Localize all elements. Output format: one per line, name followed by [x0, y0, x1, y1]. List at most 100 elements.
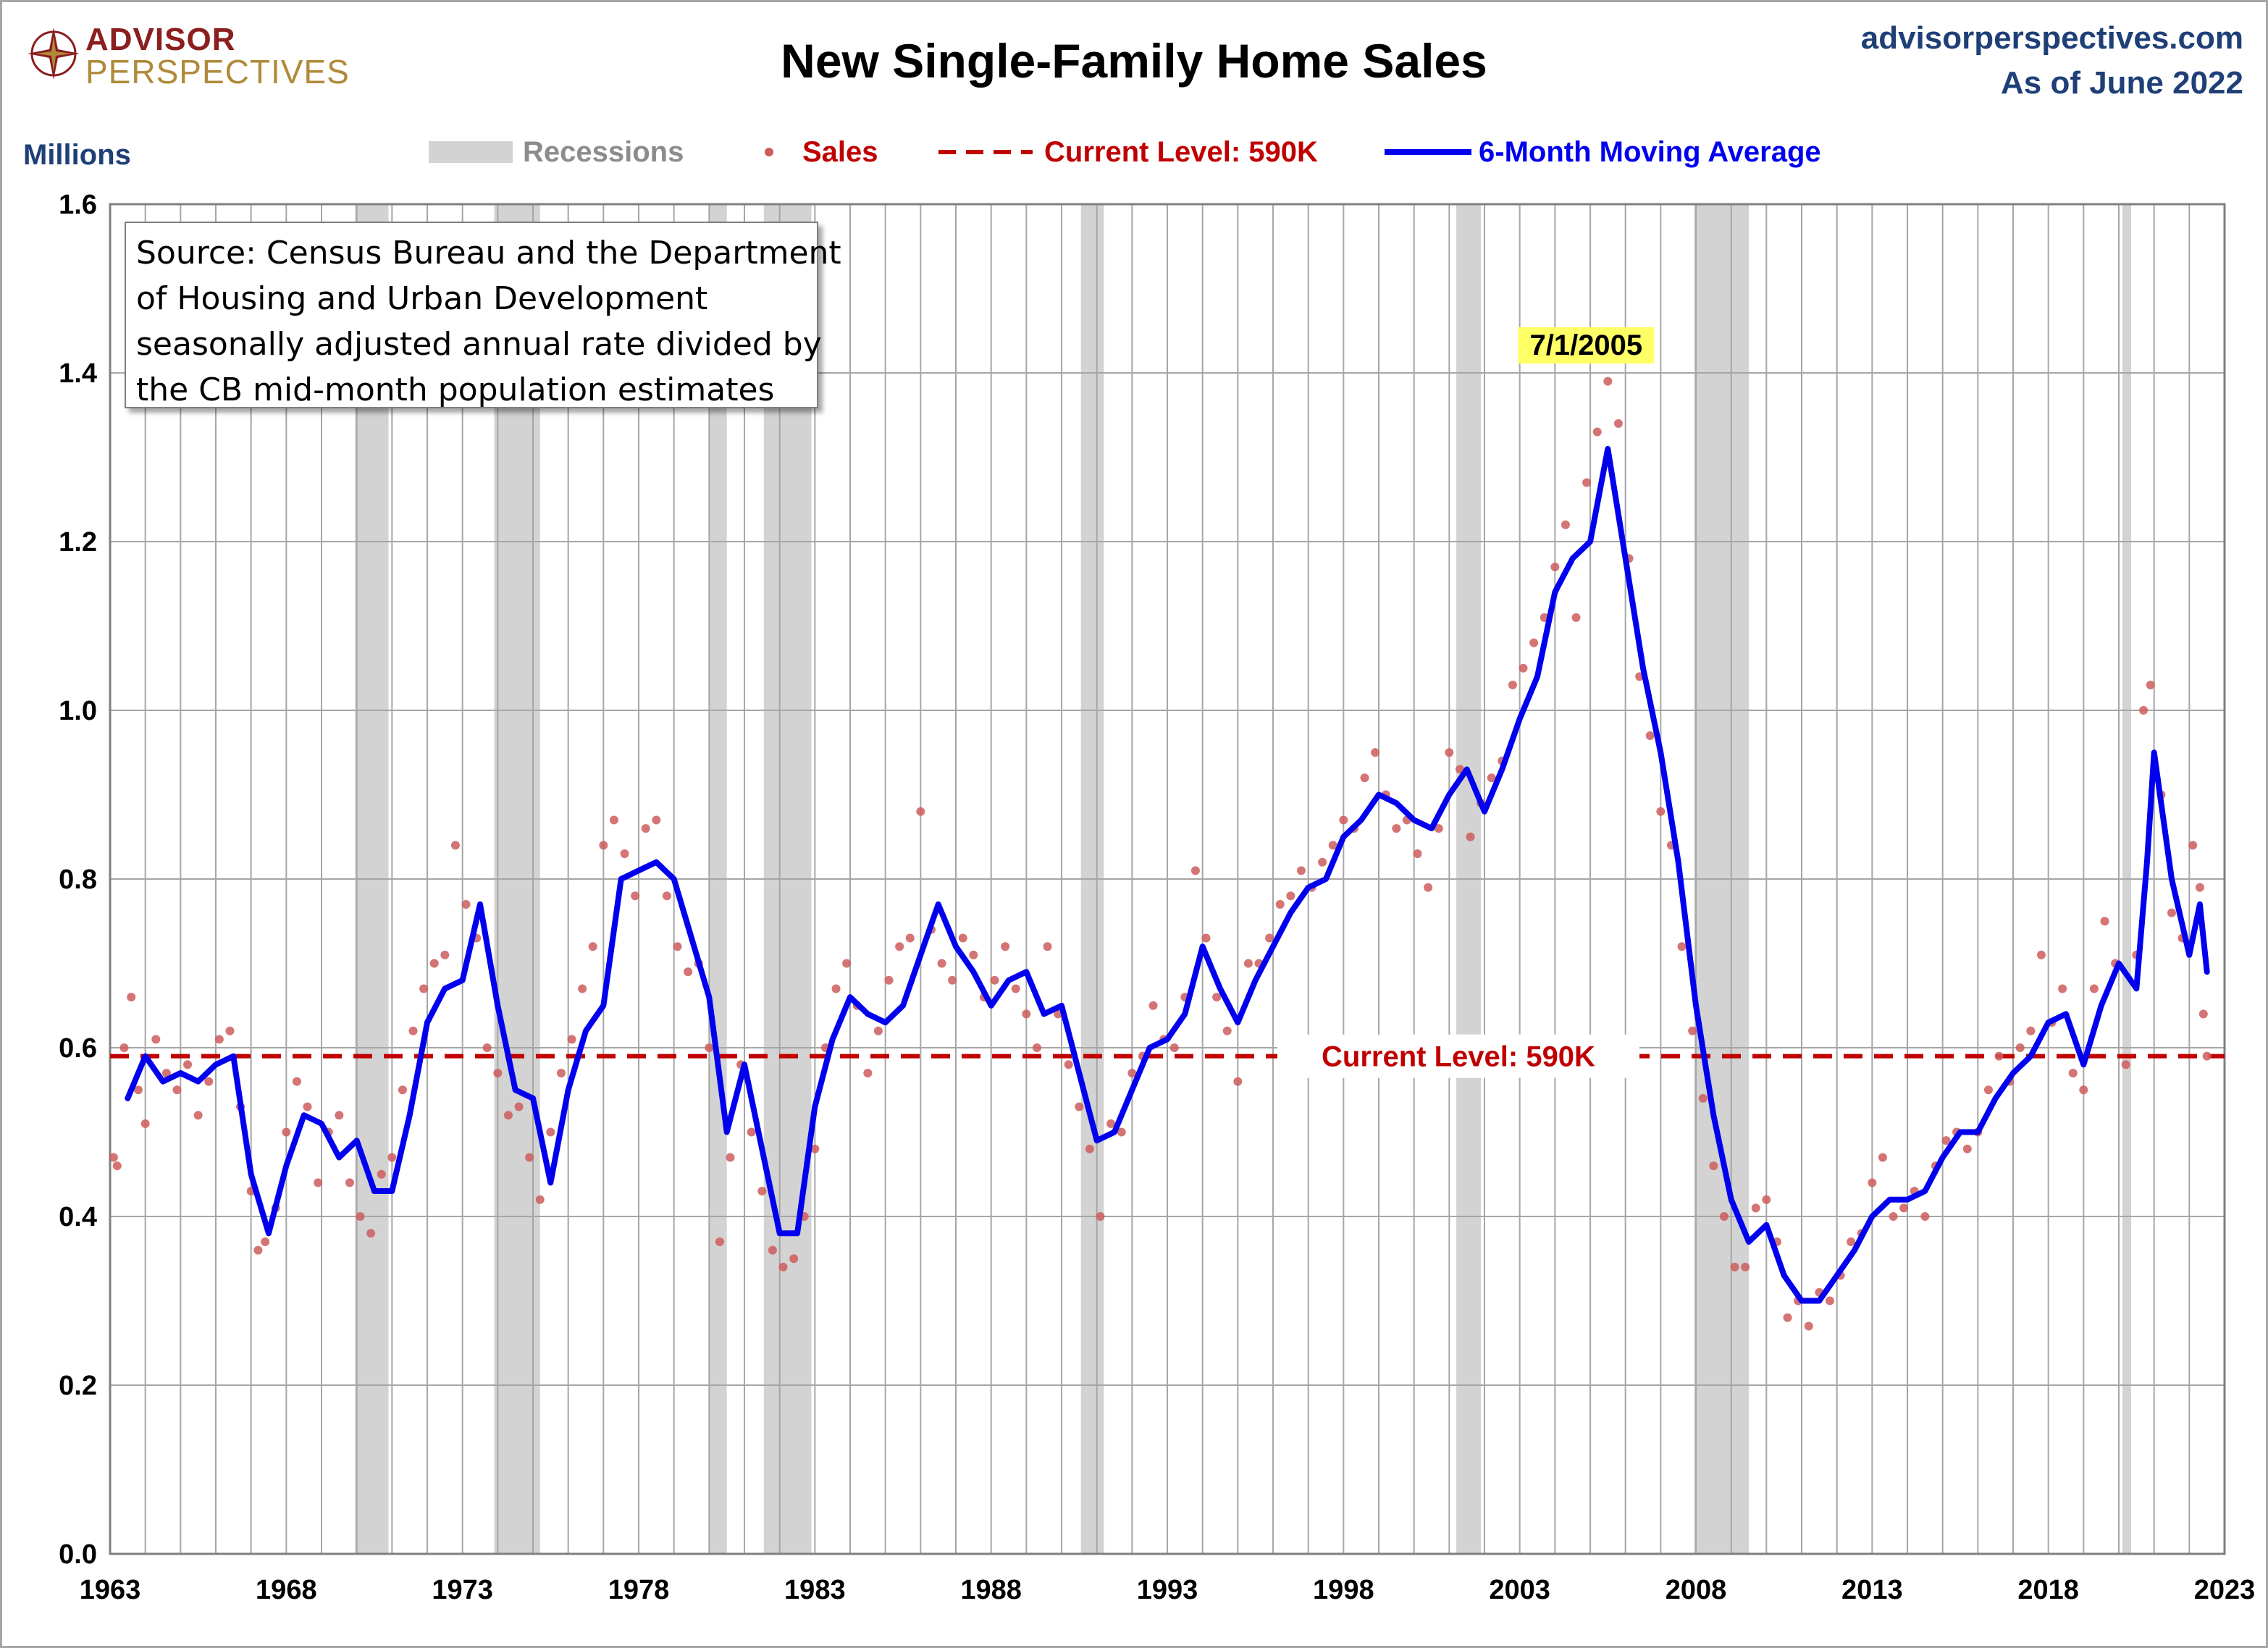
sales-point	[884, 975, 894, 985]
sales-point	[684, 967, 693, 977]
y-tick-label: 1.4	[59, 358, 97, 389]
sales-point	[1275, 899, 1285, 909]
sales-point	[863, 1068, 873, 1077]
sales-point	[641, 824, 650, 833]
source-line-4: the CB mid-month population estimates	[136, 371, 775, 408]
sales-point	[440, 950, 450, 959]
sales-point	[429, 959, 439, 968]
sales-point	[172, 1085, 182, 1095]
logo-word-perspectives: PERSPECTIVES	[85, 53, 350, 91]
sales-point	[631, 891, 640, 901]
sales-point	[1962, 1144, 1972, 1153]
sales-point	[937, 959, 946, 968]
sales-point	[1719, 1212, 1729, 1221]
x-tick-label: 2008	[1666, 1575, 1727, 1605]
sales-point	[1994, 1051, 2004, 1061]
sales-point	[1106, 1119, 1116, 1128]
sales-point	[1434, 824, 1443, 833]
sales-point	[2100, 917, 2109, 926]
sales-point	[2121, 1060, 2130, 1069]
x-tick-label: 1983	[784, 1575, 846, 1605]
sales-point	[2058, 984, 2067, 993]
sales-point	[705, 1043, 714, 1052]
sales-point	[1878, 1153, 1887, 1162]
sales-point	[895, 942, 904, 951]
sales-point	[1688, 1026, 1697, 1035]
dashed-line-icon	[938, 150, 1033, 154]
sales-point	[387, 1153, 397, 1162]
sales-point	[1603, 377, 1613, 386]
sales-point	[1592, 427, 1602, 437]
sales-point	[1296, 866, 1306, 875]
legend-item-current-level: Current Level: 590K	[938, 130, 1318, 174]
peak-label-bg	[1518, 327, 1655, 363]
sales-point	[214, 1035, 224, 1044]
sales-point	[662, 891, 671, 901]
sales-point	[842, 959, 852, 968]
sales-point	[133, 1085, 143, 1095]
sales-point	[1064, 1060, 1073, 1069]
sales-point	[1741, 1262, 1750, 1271]
sales-point	[652, 815, 661, 825]
sales-point	[789, 1254, 799, 1264]
sales-point	[408, 1026, 418, 1035]
sales-point	[1212, 993, 1222, 1002]
sales-point	[1868, 1178, 1877, 1187]
sales-point	[873, 1026, 883, 1035]
sales-point	[161, 1068, 171, 1077]
sales-point	[119, 1043, 129, 1052]
sales-point	[958, 933, 967, 943]
sales-point	[335, 1111, 344, 1120]
legend-label-moving-average: 6-Month Moving Average	[1479, 135, 1821, 168]
sales-point	[673, 942, 682, 951]
x-tick-label: 1963	[80, 1575, 141, 1605]
legend-item-recessions: Recessions	[429, 130, 684, 174]
y-tick-label: 1.6	[59, 190, 97, 220]
sales-point	[2167, 908, 2176, 917]
sales-point	[493, 1068, 503, 1077]
sales-point	[1265, 933, 1274, 943]
sales-point	[1983, 1085, 1993, 1095]
sales-point	[1127, 1068, 1137, 1077]
sales-point	[377, 1169, 386, 1179]
sales-point	[1941, 1136, 1951, 1145]
sales-point	[1487, 773, 1496, 783]
sales-point	[1001, 942, 1010, 951]
sales-point	[1233, 1077, 1243, 1086]
x-tick-label: 1978	[608, 1575, 670, 1605]
sales-point	[2068, 1068, 2078, 1077]
sales-point	[715, 1237, 724, 1246]
sales-point	[261, 1237, 270, 1246]
sales-point	[1730, 1262, 1739, 1271]
sales-point	[112, 1161, 122, 1171]
sales-points	[109, 377, 2212, 1331]
sales-point	[1519, 663, 1528, 673]
sales-point	[419, 984, 429, 993]
sales-point	[810, 1144, 820, 1153]
sales-point	[1085, 1144, 1094, 1153]
sales-point	[2089, 984, 2099, 993]
sales-point	[225, 1026, 235, 1035]
chart-legend: Recessions Sales Current Level: 590K 6-M…	[0, 130, 2268, 174]
sales-point	[127, 993, 136, 1002]
sales-point	[916, 807, 925, 816]
sales-point	[1709, 1161, 1718, 1171]
legend-item-moving-average: 6-Month Moving Average	[1385, 130, 1821, 174]
sales-point	[1360, 773, 1369, 783]
sales-point	[599, 841, 608, 850]
sales-point	[768, 1245, 777, 1255]
sales-point	[2036, 950, 2046, 959]
site-url: advisorperspectives.com	[1860, 20, 2243, 56]
sales-point	[778, 1262, 788, 1271]
sales-point	[1328, 841, 1337, 850]
y-tick-label: 0.8	[59, 865, 97, 895]
sales-point	[2026, 1026, 2036, 1035]
sales-point	[1508, 681, 1517, 690]
sales-point	[193, 1111, 203, 1120]
sales-point	[1889, 1212, 1898, 1221]
sales-point	[1075, 1102, 1084, 1111]
sales-point	[461, 899, 471, 909]
sales-point	[514, 1102, 524, 1111]
sales-point	[503, 1111, 513, 1120]
